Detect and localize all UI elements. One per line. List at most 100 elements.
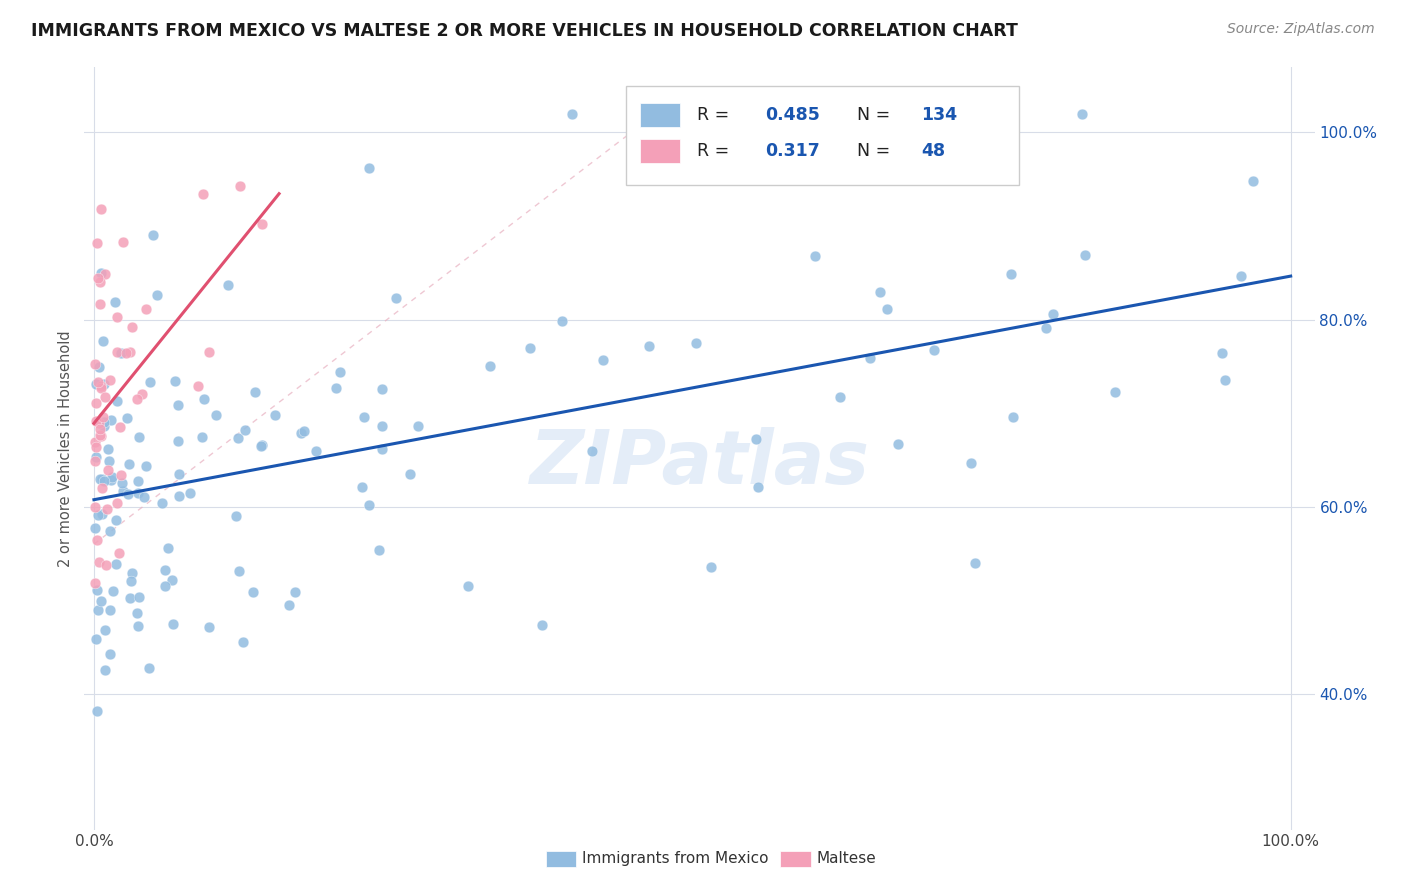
Point bbox=[97, 442, 120, 457]
Point bbox=[135, 459, 157, 474]
Point bbox=[252, 217, 274, 231]
Point bbox=[963, 556, 986, 570]
Point bbox=[96, 558, 118, 573]
Point bbox=[155, 563, 177, 577]
Point bbox=[250, 439, 273, 453]
Point bbox=[357, 498, 380, 512]
Point bbox=[169, 489, 191, 503]
Point bbox=[100, 603, 122, 617]
Point bbox=[87, 375, 110, 389]
Point bbox=[84, 450, 107, 464]
Point bbox=[827, 120, 849, 134]
Text: R =: R = bbox=[697, 142, 735, 160]
Point bbox=[197, 345, 219, 359]
Point bbox=[90, 202, 112, 217]
Point bbox=[1104, 384, 1126, 399]
Text: ZIPatlas: ZIPatlas bbox=[530, 427, 869, 500]
Point bbox=[357, 161, 380, 176]
Point bbox=[93, 474, 115, 488]
Text: 48: 48 bbox=[921, 142, 945, 160]
Point bbox=[193, 392, 215, 407]
Point bbox=[110, 346, 132, 360]
Point bbox=[98, 454, 121, 468]
Point bbox=[101, 470, 124, 484]
Point bbox=[87, 416, 110, 430]
Point bbox=[120, 574, 142, 588]
Point bbox=[138, 661, 160, 675]
Point bbox=[100, 413, 122, 427]
Point bbox=[125, 606, 148, 620]
Point bbox=[93, 377, 115, 392]
Point bbox=[101, 584, 124, 599]
Point bbox=[1074, 248, 1097, 262]
Point bbox=[229, 179, 252, 194]
Point bbox=[84, 500, 107, 514]
Point bbox=[108, 546, 131, 560]
Point bbox=[84, 396, 107, 410]
Point bbox=[371, 418, 394, 433]
Point bbox=[329, 365, 352, 379]
Point bbox=[1229, 269, 1251, 284]
Point bbox=[478, 359, 501, 374]
Point bbox=[876, 301, 898, 316]
Point bbox=[1211, 346, 1233, 360]
Point bbox=[93, 664, 115, 678]
Point bbox=[198, 620, 221, 634]
Point bbox=[94, 623, 117, 637]
Text: Immigrants from Mexico: Immigrants from Mexico bbox=[582, 852, 769, 866]
Point bbox=[111, 235, 134, 249]
Point bbox=[531, 617, 554, 632]
Point bbox=[700, 560, 723, 574]
Point bbox=[84, 414, 107, 428]
Point bbox=[146, 288, 169, 302]
Point bbox=[89, 428, 111, 442]
Point bbox=[98, 373, 121, 387]
Point bbox=[225, 508, 247, 523]
Point bbox=[245, 384, 267, 399]
Point bbox=[551, 314, 574, 328]
Point bbox=[86, 533, 108, 547]
Point bbox=[166, 434, 188, 448]
Text: R =: R = bbox=[697, 106, 735, 124]
Point bbox=[305, 443, 328, 458]
Point bbox=[83, 434, 105, 449]
Point bbox=[132, 490, 155, 504]
Point bbox=[803, 249, 825, 263]
Point bbox=[371, 382, 394, 396]
Point bbox=[87, 360, 110, 375]
Point bbox=[104, 294, 127, 309]
Point bbox=[127, 486, 149, 500]
Point bbox=[90, 378, 112, 392]
Point bbox=[187, 379, 209, 393]
Point bbox=[83, 576, 105, 591]
Point bbox=[135, 302, 157, 317]
Y-axis label: 2 or more Vehicles in Household: 2 or more Vehicles in Household bbox=[58, 330, 73, 566]
Point bbox=[367, 542, 389, 557]
Text: 0.317: 0.317 bbox=[765, 142, 820, 160]
Text: Maltese: Maltese bbox=[817, 852, 876, 866]
Point bbox=[1215, 373, 1237, 387]
Point bbox=[86, 508, 108, 522]
Point bbox=[89, 275, 111, 289]
Point bbox=[86, 583, 108, 598]
Point bbox=[131, 387, 153, 401]
Point bbox=[1241, 174, 1264, 188]
Point bbox=[91, 471, 114, 485]
Point bbox=[125, 392, 148, 406]
Point bbox=[89, 422, 111, 436]
Point bbox=[112, 484, 135, 499]
Point bbox=[960, 456, 983, 470]
Point bbox=[86, 704, 108, 718]
Text: IMMIGRANTS FROM MEXICO VS MALTESE 2 OR MORE VEHICLES IN HOUSEHOLD CORRELATION CH: IMMIGRANTS FROM MEXICO VS MALTESE 2 OR M… bbox=[31, 22, 1018, 40]
Point bbox=[353, 410, 375, 425]
Point bbox=[83, 357, 105, 371]
Point bbox=[105, 513, 128, 527]
Point bbox=[90, 429, 112, 443]
Point bbox=[84, 521, 107, 535]
Point bbox=[90, 481, 112, 495]
Point bbox=[86, 235, 108, 250]
Point bbox=[96, 502, 118, 516]
Point bbox=[399, 467, 422, 481]
Point bbox=[859, 351, 882, 365]
Point bbox=[91, 409, 114, 424]
